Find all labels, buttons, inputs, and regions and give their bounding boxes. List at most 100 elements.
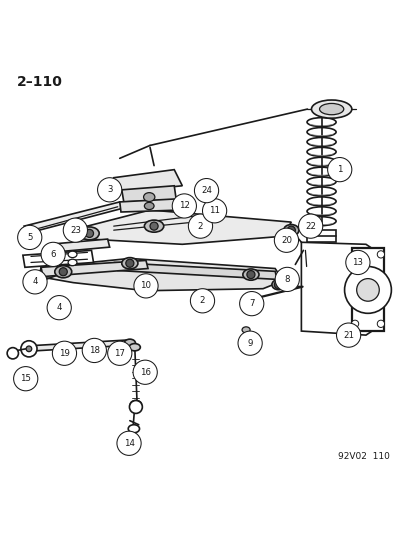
Polygon shape bbox=[352, 248, 384, 331]
Circle shape bbox=[59, 268, 67, 276]
Text: 92V02  110: 92V02 110 bbox=[338, 452, 390, 461]
Ellipse shape bbox=[130, 400, 142, 409]
Text: 22: 22 bbox=[305, 222, 316, 231]
Ellipse shape bbox=[245, 297, 255, 304]
Text: 2: 2 bbox=[200, 296, 205, 305]
Circle shape bbox=[352, 251, 359, 258]
Circle shape bbox=[275, 268, 299, 292]
Circle shape bbox=[238, 331, 262, 356]
Text: 3: 3 bbox=[107, 185, 113, 195]
Circle shape bbox=[7, 348, 19, 359]
Ellipse shape bbox=[307, 148, 336, 156]
Circle shape bbox=[172, 194, 196, 218]
Ellipse shape bbox=[307, 118, 336, 126]
Circle shape bbox=[130, 400, 143, 414]
Circle shape bbox=[274, 281, 282, 289]
Ellipse shape bbox=[68, 259, 77, 265]
Ellipse shape bbox=[128, 425, 140, 433]
Ellipse shape bbox=[124, 339, 136, 347]
Polygon shape bbox=[26, 340, 130, 351]
Circle shape bbox=[14, 367, 38, 391]
Ellipse shape bbox=[68, 251, 77, 257]
Circle shape bbox=[190, 289, 215, 313]
Polygon shape bbox=[23, 251, 94, 268]
Circle shape bbox=[82, 338, 107, 362]
Ellipse shape bbox=[307, 167, 336, 176]
Text: 2: 2 bbox=[198, 222, 203, 231]
Circle shape bbox=[63, 218, 87, 243]
Circle shape bbox=[328, 158, 352, 182]
Ellipse shape bbox=[243, 269, 259, 280]
Text: 7: 7 bbox=[249, 299, 254, 308]
Ellipse shape bbox=[307, 157, 336, 166]
Text: 19: 19 bbox=[59, 349, 70, 358]
Polygon shape bbox=[122, 186, 176, 202]
Text: 2–110: 2–110 bbox=[17, 75, 63, 89]
Ellipse shape bbox=[284, 224, 299, 236]
Circle shape bbox=[346, 251, 370, 274]
Ellipse shape bbox=[311, 100, 352, 118]
Circle shape bbox=[194, 179, 219, 203]
Text: 16: 16 bbox=[140, 368, 151, 377]
Ellipse shape bbox=[307, 197, 336, 206]
Text: 18: 18 bbox=[89, 346, 100, 355]
Ellipse shape bbox=[144, 192, 155, 201]
Circle shape bbox=[52, 341, 77, 366]
Circle shape bbox=[377, 320, 384, 327]
Circle shape bbox=[240, 292, 264, 316]
Ellipse shape bbox=[307, 138, 336, 147]
Text: 21: 21 bbox=[343, 330, 354, 340]
Circle shape bbox=[377, 251, 384, 258]
Circle shape bbox=[85, 229, 94, 237]
Text: 15: 15 bbox=[20, 374, 31, 383]
Circle shape bbox=[150, 222, 158, 230]
Polygon shape bbox=[110, 169, 182, 192]
Circle shape bbox=[133, 360, 157, 384]
Circle shape bbox=[108, 341, 132, 366]
Text: 12: 12 bbox=[179, 201, 190, 211]
Circle shape bbox=[117, 431, 141, 455]
Ellipse shape bbox=[33, 278, 45, 287]
Ellipse shape bbox=[45, 252, 57, 260]
Text: 10: 10 bbox=[141, 281, 151, 290]
Polygon shape bbox=[39, 259, 283, 290]
Polygon shape bbox=[120, 199, 181, 212]
Text: 6: 6 bbox=[50, 250, 56, 259]
Circle shape bbox=[337, 323, 361, 347]
Text: 20: 20 bbox=[281, 236, 292, 245]
Text: 9: 9 bbox=[247, 338, 253, 348]
Circle shape bbox=[23, 270, 47, 294]
Text: 17: 17 bbox=[114, 349, 125, 358]
Ellipse shape bbox=[320, 103, 344, 115]
Circle shape bbox=[285, 243, 293, 251]
Circle shape bbox=[98, 177, 122, 202]
Circle shape bbox=[345, 266, 391, 313]
Polygon shape bbox=[41, 261, 148, 277]
Text: 24: 24 bbox=[201, 186, 212, 195]
Polygon shape bbox=[301, 243, 372, 335]
Circle shape bbox=[188, 214, 213, 238]
Text: 8: 8 bbox=[284, 275, 290, 284]
Text: 23: 23 bbox=[70, 225, 81, 235]
Circle shape bbox=[357, 279, 379, 301]
Circle shape bbox=[202, 199, 227, 223]
Ellipse shape bbox=[307, 187, 336, 196]
Text: 1: 1 bbox=[337, 165, 343, 174]
Circle shape bbox=[298, 214, 323, 238]
Circle shape bbox=[274, 228, 298, 252]
Ellipse shape bbox=[307, 127, 336, 136]
Text: 13: 13 bbox=[352, 258, 363, 267]
Polygon shape bbox=[307, 230, 336, 243]
Text: 4: 4 bbox=[56, 303, 62, 312]
Circle shape bbox=[18, 225, 42, 249]
Circle shape bbox=[126, 259, 134, 268]
Circle shape bbox=[26, 346, 32, 352]
Ellipse shape bbox=[307, 207, 336, 216]
Ellipse shape bbox=[129, 344, 141, 351]
Ellipse shape bbox=[272, 280, 285, 290]
Ellipse shape bbox=[122, 257, 138, 269]
Polygon shape bbox=[73, 210, 291, 244]
Circle shape bbox=[134, 274, 158, 298]
Circle shape bbox=[287, 226, 295, 234]
Polygon shape bbox=[24, 202, 124, 233]
